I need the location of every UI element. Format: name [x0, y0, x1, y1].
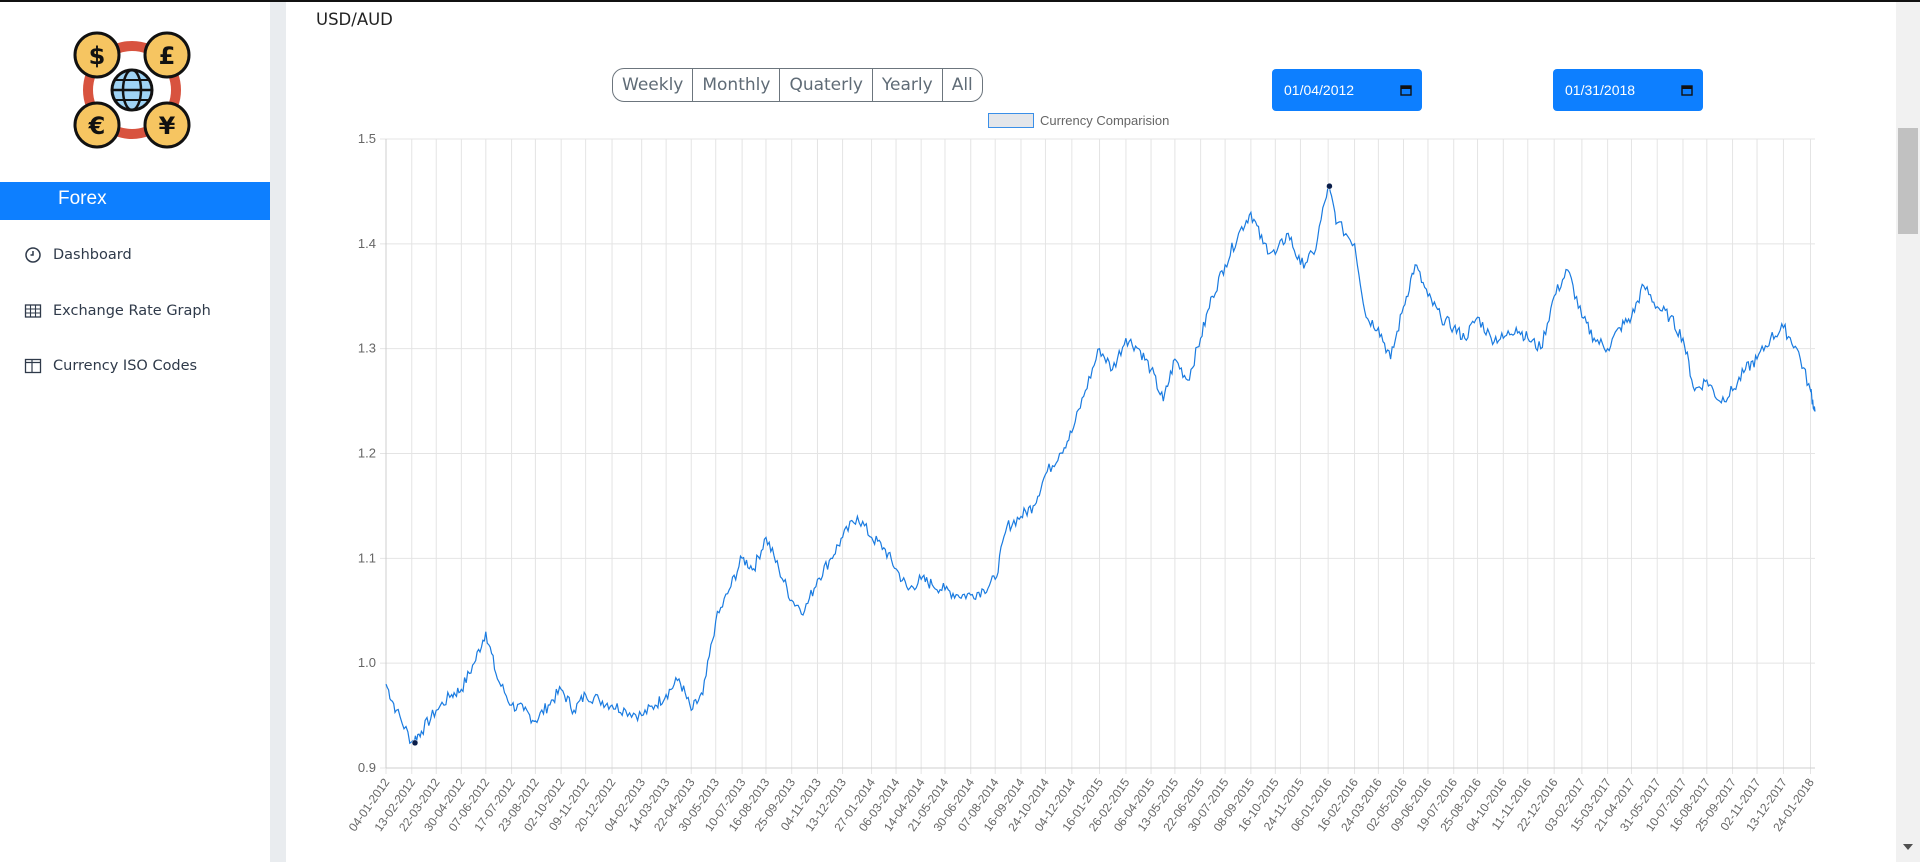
max-point-marker	[1326, 182, 1333, 190]
table-icon	[24, 302, 42, 320]
y-tick-label: 1.0	[358, 655, 376, 670]
svg-text:$: $	[89, 42, 106, 70]
start-date-value: 01/04/2012	[1284, 82, 1355, 98]
content-gutter	[270, 2, 286, 862]
y-tick-label: 1.5	[358, 131, 376, 146]
sidebar: $ £ € ¥ Forex Dashboard Exchange Rate Grap…	[0, 2, 270, 862]
currency-exchange-icon[interactable]: $ £ € ¥	[70, 28, 194, 152]
chart-legend[interactable]: Currency Comparision	[988, 113, 1169, 128]
all-button[interactable]: All	[951, 75, 973, 95]
scroll-down-arrow-icon[interactable]	[1903, 844, 1913, 850]
sidebar-item-label: Exchange Rate Graph	[53, 303, 211, 319]
min-point-marker	[411, 739, 419, 747]
start-date-input[interactable]: 01/04/2012	[1272, 69, 1422, 111]
sidebar-item-label: Currency ISO Codes	[53, 358, 198, 374]
sidebar-item-exchange-rate-graph[interactable]: Exchange Rate Graph	[24, 299, 211, 323]
sidebar-item-label: Dashboard	[53, 247, 132, 263]
end-date-input[interactable]: 01/31/2018	[1553, 69, 1703, 111]
page-title: USD/AUD	[316, 10, 393, 29]
clock-icon	[24, 246, 42, 264]
y-tick-label: 0.9	[358, 760, 376, 775]
page-scrollbar[interactable]	[1878, 2, 1920, 862]
svg-text:£: £	[159, 42, 176, 70]
y-tick-label: 1.2	[358, 446, 376, 461]
weekly-button[interactable]: Weekly	[613, 69, 694, 101]
y-tick-label: 1.4	[358, 236, 376, 251]
legend-swatch	[988, 113, 1034, 128]
sidebar-item-dashboard[interactable]: Dashboard	[24, 243, 132, 267]
calendar-icon[interactable]	[1400, 84, 1412, 96]
svg-text:¥: ¥	[159, 112, 176, 140]
end-date-value: 01/31/2018	[1565, 82, 1636, 98]
exchange-rate-chart[interactable]: 0.91.01.11.21.31.41.504-01-201213-02-201…	[286, 2, 1878, 862]
brand-label: Forex	[58, 188, 107, 209]
monthly-button[interactable]: Monthly	[693, 69, 781, 101]
sidebar-item-currency-iso-codes[interactable]: Currency ISO Codes	[24, 354, 197, 378]
scrollbar-thumb[interactable]	[1898, 128, 1918, 234]
columns-icon	[24, 357, 42, 375]
main-panel: USD/AUD Weekly Monthly Quaterly Yearly A…	[286, 2, 1878, 862]
brand-bar[interactable]: Forex	[0, 182, 270, 220]
range-button-group: Weekly Monthly Quaterly Yearly All	[612, 68, 983, 102]
series-line	[385, 185, 1816, 745]
window-top-border	[0, 0, 1920, 2]
y-tick-label: 1.3	[358, 341, 376, 356]
calendar-icon[interactable]	[1681, 84, 1693, 96]
yearly-button[interactable]: Yearly	[873, 69, 943, 101]
legend-label: Currency Comparision	[1040, 113, 1170, 128]
svg-text:€: €	[88, 112, 106, 140]
y-tick-label: 1.1	[358, 550, 376, 565]
quarterly-button[interactable]: Quaterly	[780, 69, 873, 101]
